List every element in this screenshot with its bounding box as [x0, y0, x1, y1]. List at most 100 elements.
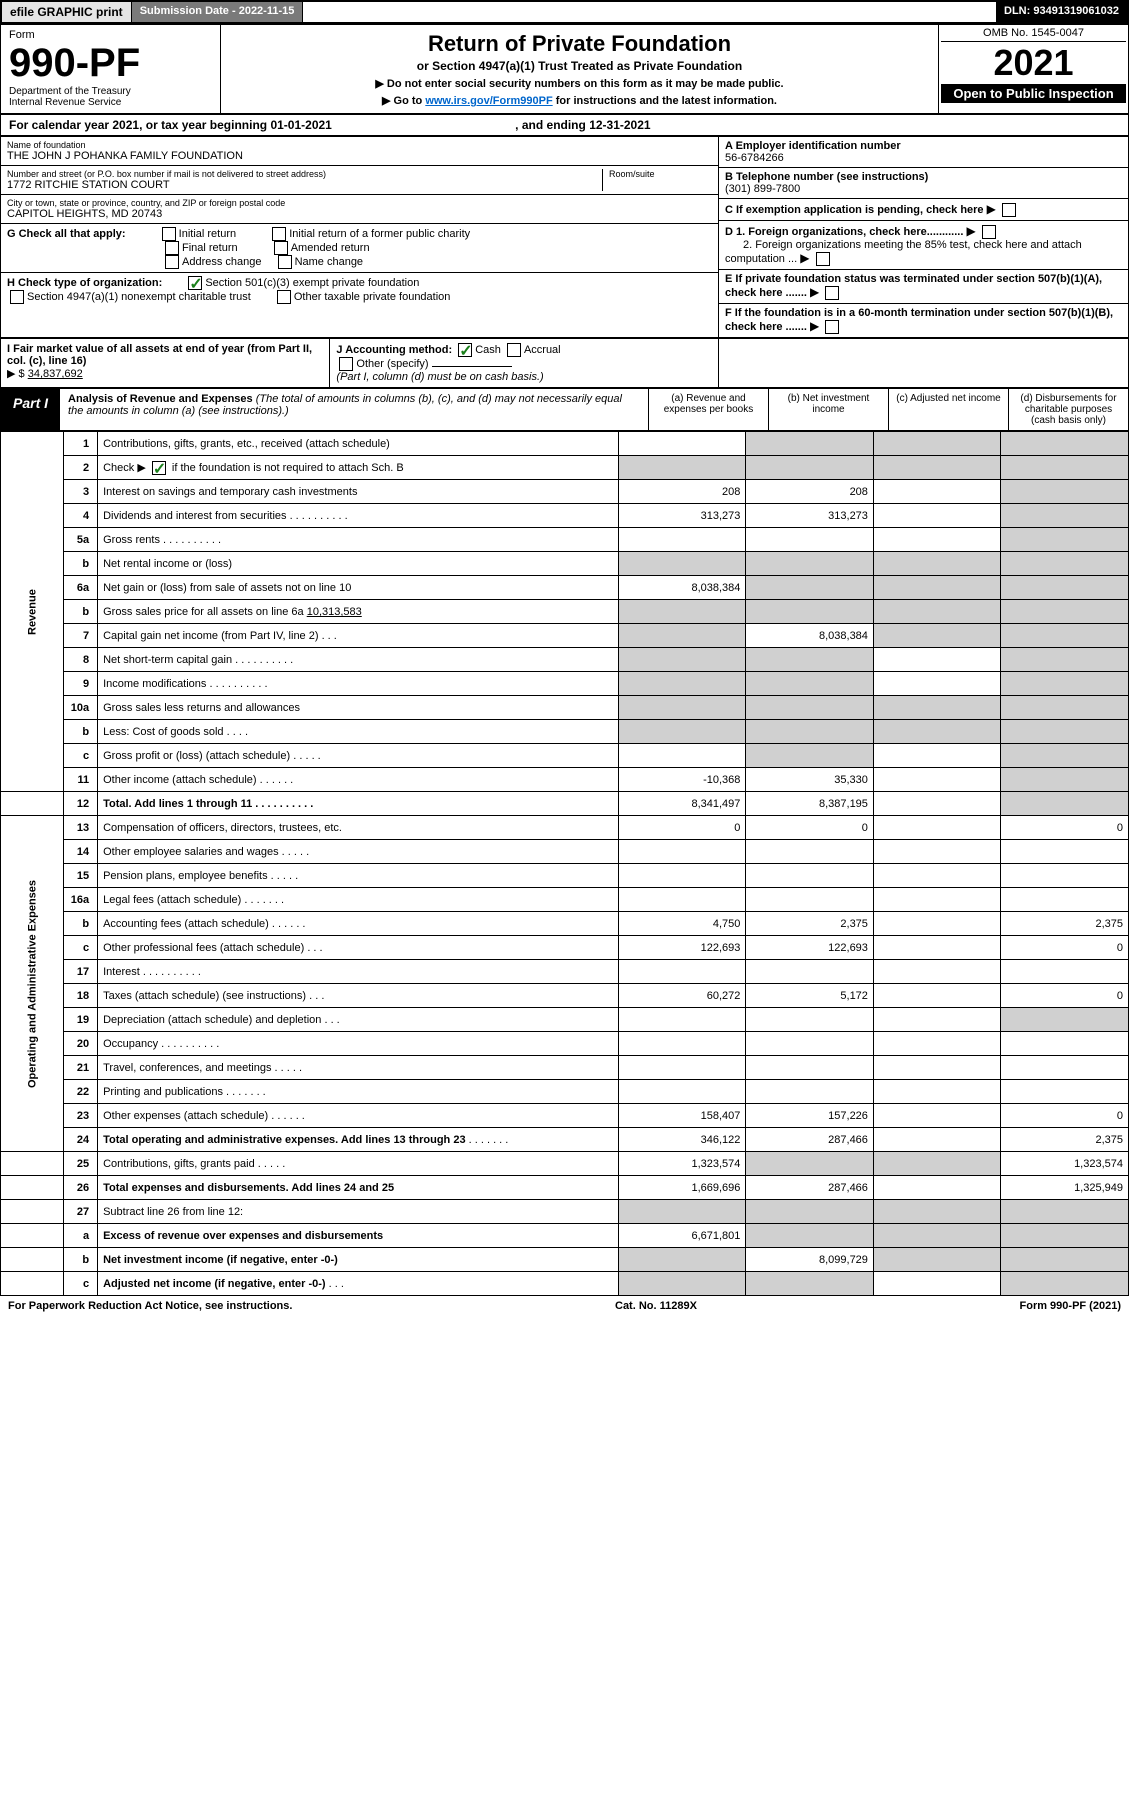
chk-final[interactable]: [165, 241, 179, 255]
tel-label: B Telephone number (see instructions): [725, 171, 1122, 183]
cal-begin: 01-01-2021: [270, 118, 331, 132]
row-desc: Legal fees (attach schedule) . . . . . .…: [98, 888, 619, 912]
row-num: b: [63, 600, 97, 624]
row-num: 24: [63, 1128, 97, 1152]
chk-c[interactable]: [1002, 203, 1016, 217]
row-desc: Other expenses (attach schedule) . . . .…: [98, 1104, 619, 1128]
col-a-label: (a) Revenue and expenses per books: [648, 389, 768, 430]
efile-print-button[interactable]: efile GRAPHIC print: [2, 2, 132, 22]
chk-amended[interactable]: [274, 241, 288, 255]
row-desc: Total. Add lines 1 through 11 . . . . . …: [98, 792, 619, 816]
ein-label: A Employer identification number: [725, 140, 1122, 152]
row-desc: Printing and publications . . . . . . .: [98, 1080, 619, 1104]
table-row: 23Other expenses (attach schedule) . . .…: [1, 1104, 1129, 1128]
row-desc: Net gain or (loss) from sale of assets n…: [98, 576, 619, 600]
gross-sales-val: 10,313,583: [307, 606, 362, 618]
chk-other-tax[interactable]: [277, 290, 291, 304]
table-row: cAdjusted net income (if negative, enter…: [1, 1272, 1129, 1296]
table-row: 18Taxes (attach schedule) (see instructi…: [1, 984, 1129, 1008]
chk-d2[interactable]: [816, 252, 830, 266]
chk-accrual[interactable]: [507, 343, 521, 357]
table-row: 26Total expenses and disbursements. Add …: [1, 1176, 1129, 1200]
cell-val: 208: [746, 480, 874, 504]
cell-val: 4,750: [618, 912, 746, 936]
cell-val: 0: [1001, 936, 1129, 960]
row-num: 16a: [63, 888, 97, 912]
table-row: bAccounting fees (attach schedule) . . .…: [1, 912, 1129, 936]
row-desc: Net rental income or (loss): [98, 552, 619, 576]
cell-val: 0: [618, 816, 746, 840]
part1-title: Analysis of Revenue and Expenses: [68, 393, 253, 405]
chk-d1[interactable]: [982, 225, 996, 239]
table-row: 14Other employee salaries and wages . . …: [1, 840, 1129, 864]
note-goto-a: ▶ Go to: [382, 95, 425, 107]
row-desc: Contributions, gifts, grants, etc., rece…: [98, 432, 619, 456]
table-row: bLess: Cost of goods sold . . . .: [1, 720, 1129, 744]
row-desc: Occupancy . . . . . . . . . .: [98, 1032, 619, 1056]
row-num: c: [63, 1272, 97, 1296]
cell-val: 122,693: [618, 936, 746, 960]
f-label: F If the foundation is in a 60-month ter…: [725, 307, 1113, 333]
chk-initial-pub[interactable]: [272, 227, 286, 241]
row-num: 9: [63, 672, 97, 696]
table-row: 11Other income (attach schedule) . . . .…: [1, 768, 1129, 792]
table-row: 24Total operating and administrative exp…: [1, 1128, 1129, 1152]
table-row: bGross sales price for all assets on lin…: [1, 600, 1129, 624]
cell-val: 2,375: [1001, 912, 1129, 936]
row-num: 6a: [63, 576, 97, 600]
cell-val: -10,368: [618, 768, 746, 792]
cell-val: 287,466: [746, 1128, 874, 1152]
table-row: 17Interest . . . . . . . . . .: [1, 960, 1129, 984]
row-num: 20: [63, 1032, 97, 1056]
cell-val: 287,466: [746, 1176, 874, 1200]
opt-name: Name change: [295, 256, 364, 268]
row-num: b: [63, 720, 97, 744]
cal-text-a: For calendar year 2021, or tax year begi…: [9, 118, 270, 132]
row-desc: Dividends and interest from securities .…: [98, 504, 619, 528]
chk-other-acct[interactable]: [339, 357, 353, 371]
opt-initial: Initial return: [179, 228, 236, 240]
row-num: 1: [63, 432, 97, 456]
chk-f[interactable]: [825, 320, 839, 334]
ein-value: 56-6784266: [725, 152, 1122, 164]
room-label: Room/suite: [609, 169, 712, 179]
chk-cash[interactable]: [458, 343, 472, 357]
table-row: 4Dividends and interest from securities …: [1, 504, 1129, 528]
chk-address[interactable]: [165, 255, 179, 269]
opt-other-tax: Other taxable private foundation: [294, 291, 451, 303]
chk-4947[interactable]: [10, 290, 24, 304]
cell-val: 2,375: [1001, 1128, 1129, 1152]
chk-name[interactable]: [278, 255, 292, 269]
col-b-label: (b) Net investment income: [768, 389, 888, 430]
cell-val: 122,693: [746, 936, 874, 960]
row-desc: Interest on savings and temporary cash i…: [98, 480, 619, 504]
irs-link[interactable]: www.irs.gov/Form990PF: [425, 95, 552, 107]
chk-501c3[interactable]: [188, 276, 202, 290]
table-row: cOther professional fees (attach schedul…: [1, 936, 1129, 960]
cal-text-b: , and ending: [512, 118, 589, 132]
row-desc: Total expenses and disbursements. Add li…: [98, 1176, 619, 1200]
cell-val: 8,038,384: [746, 624, 874, 648]
table-row: 19Depreciation (attach schedule) and dep…: [1, 1008, 1129, 1032]
cell-val: 1,669,696: [618, 1176, 746, 1200]
part1-label: Part I: [1, 389, 60, 430]
row-desc: Other professional fees (attach schedule…: [98, 936, 619, 960]
row-desc: Interest . . . . . . . . . .: [98, 960, 619, 984]
row-desc: Total operating and administrative expen…: [98, 1128, 619, 1152]
cell-val: 0: [1001, 984, 1129, 1008]
chk-schb[interactable]: [152, 461, 166, 475]
table-row: 20Occupancy . . . . . . . . . .: [1, 1032, 1129, 1056]
cell-val: 6,671,801: [618, 1224, 746, 1248]
cell-val: 60,272: [618, 984, 746, 1008]
row-desc: Pension plans, employee benefits . . . .…: [98, 864, 619, 888]
note-ssn: ▶ Do not enter social security numbers o…: [227, 77, 932, 90]
cell-val: 313,273: [746, 504, 874, 528]
chk-e[interactable]: [825, 286, 839, 300]
row-desc: Travel, conferences, and meetings . . . …: [98, 1056, 619, 1080]
row-num: 14: [63, 840, 97, 864]
row-num: b: [63, 1248, 97, 1272]
cell-val: 0: [1001, 816, 1129, 840]
cal-end: 12-31-2021: [589, 118, 650, 132]
chk-initial[interactable]: [162, 227, 176, 241]
row-num: c: [63, 744, 97, 768]
